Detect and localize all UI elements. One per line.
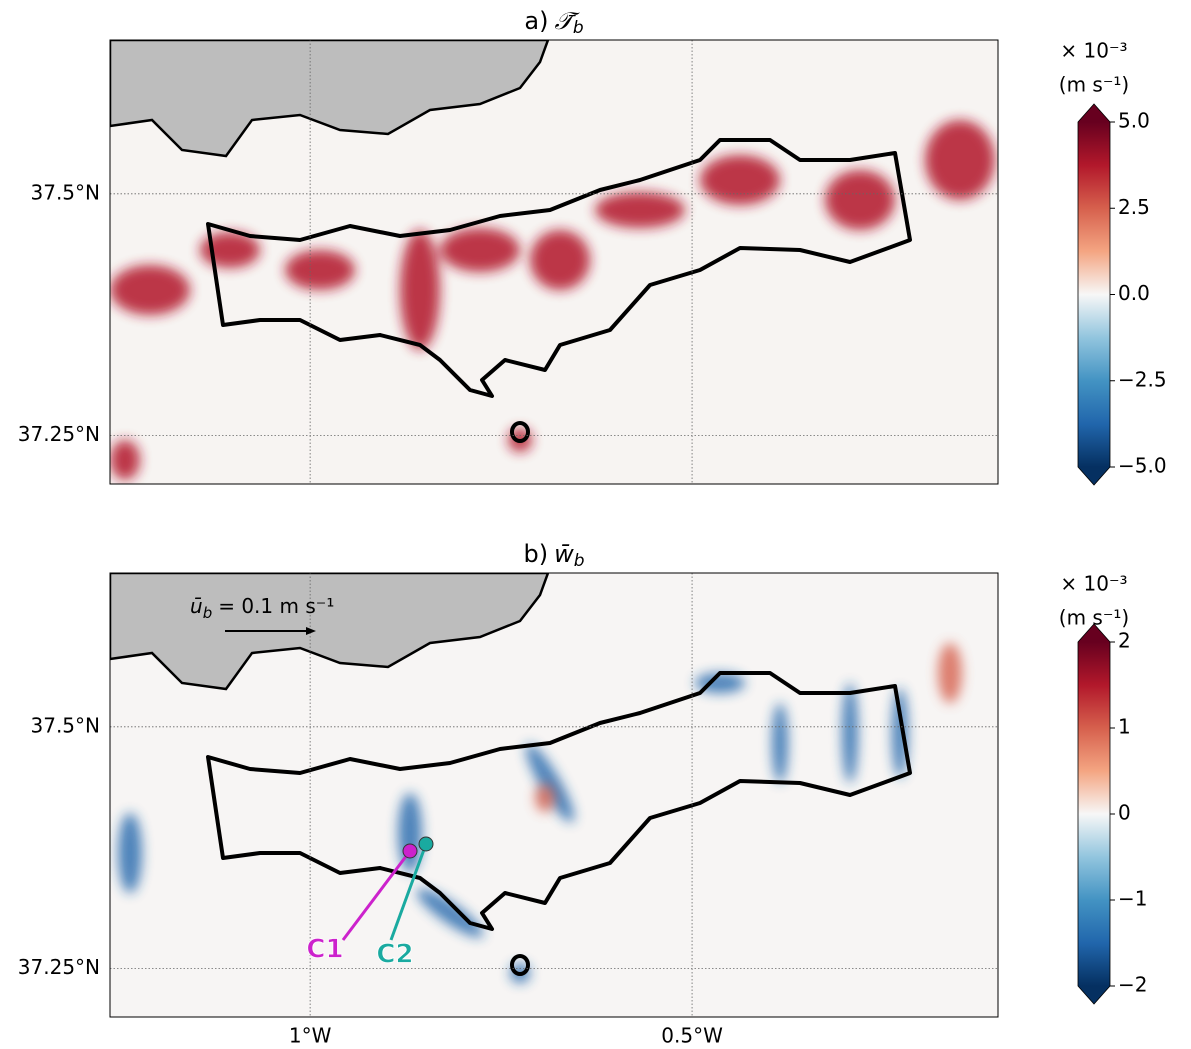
lat-label: 37.25°N [18,955,100,979]
title-subscript: b [574,551,585,571]
colorbar-extend-max [1078,624,1110,642]
vector-key-text: = 0.1 m s⁻¹ [218,594,334,618]
title-prefix: b) [523,540,548,568]
map-frame [109,39,999,485]
map-panel-a [110,40,998,484]
colorbar [1078,122,1110,467]
colorbar [1078,642,1110,986]
lon-label: 1°W [289,1024,332,1048]
marker-label: C2 [376,940,413,970]
colorbar-extend-min [1078,986,1110,1004]
colorbar-tick-label: 1 [1118,715,1131,739]
lat-label: 37.5°N [31,713,101,737]
vector-key-symbol: ū [190,594,203,618]
colorbar-extend-max [1078,104,1110,122]
colorbar-units: (m s⁻¹) [1059,73,1129,97]
colorbar-tick-label: −5.0 [1118,454,1167,478]
colorbar-units: (m s⁻¹) [1059,606,1129,630]
lat-label: 37.25°N [18,422,100,446]
colorbar-scale: × 10⁻³ [1060,572,1127,596]
panel-title: a) 𝒯̄b [524,7,583,38]
colorbar-tick-label: 2.5 [1118,195,1150,219]
marker-label: C1 [306,935,343,965]
colorbar-tick-label: 2 [1118,629,1131,653]
colorbar-tick-label: 5.0 [1118,109,1150,133]
lon-label: 0.5°W [661,1024,723,1048]
colorbar-tick-label: −1 [1118,887,1147,911]
lat-label: 37.5°N [31,180,101,204]
title-prefix: a) [524,7,548,35]
colorbar-tick-label: 0.0 [1118,281,1150,305]
panel-title: b) w̄b [523,540,584,571]
colorbar-tick-label: −2.5 [1118,367,1167,391]
marker-arrow [341,850,412,941]
vector-key-subscript: b [203,604,213,622]
vector-key-label: ūb = 0.1 m s⁻¹ [190,594,334,622]
colorbar-tick-label: 0 [1118,801,1131,825]
marker-point [402,843,418,859]
marker-arrow [389,843,428,941]
title-symbol: w̄ [554,540,574,568]
colorbar-tick-label: −2 [1118,973,1147,997]
map-frame [109,572,999,1018]
colorbar-extend-min [1078,467,1110,485]
colorbar-scale: × 10⁻³ [1060,39,1127,63]
vector-key-head [306,627,316,635]
map-panel-b [110,573,998,1017]
title-subscript: b [573,18,584,38]
marker-point [418,836,434,852]
